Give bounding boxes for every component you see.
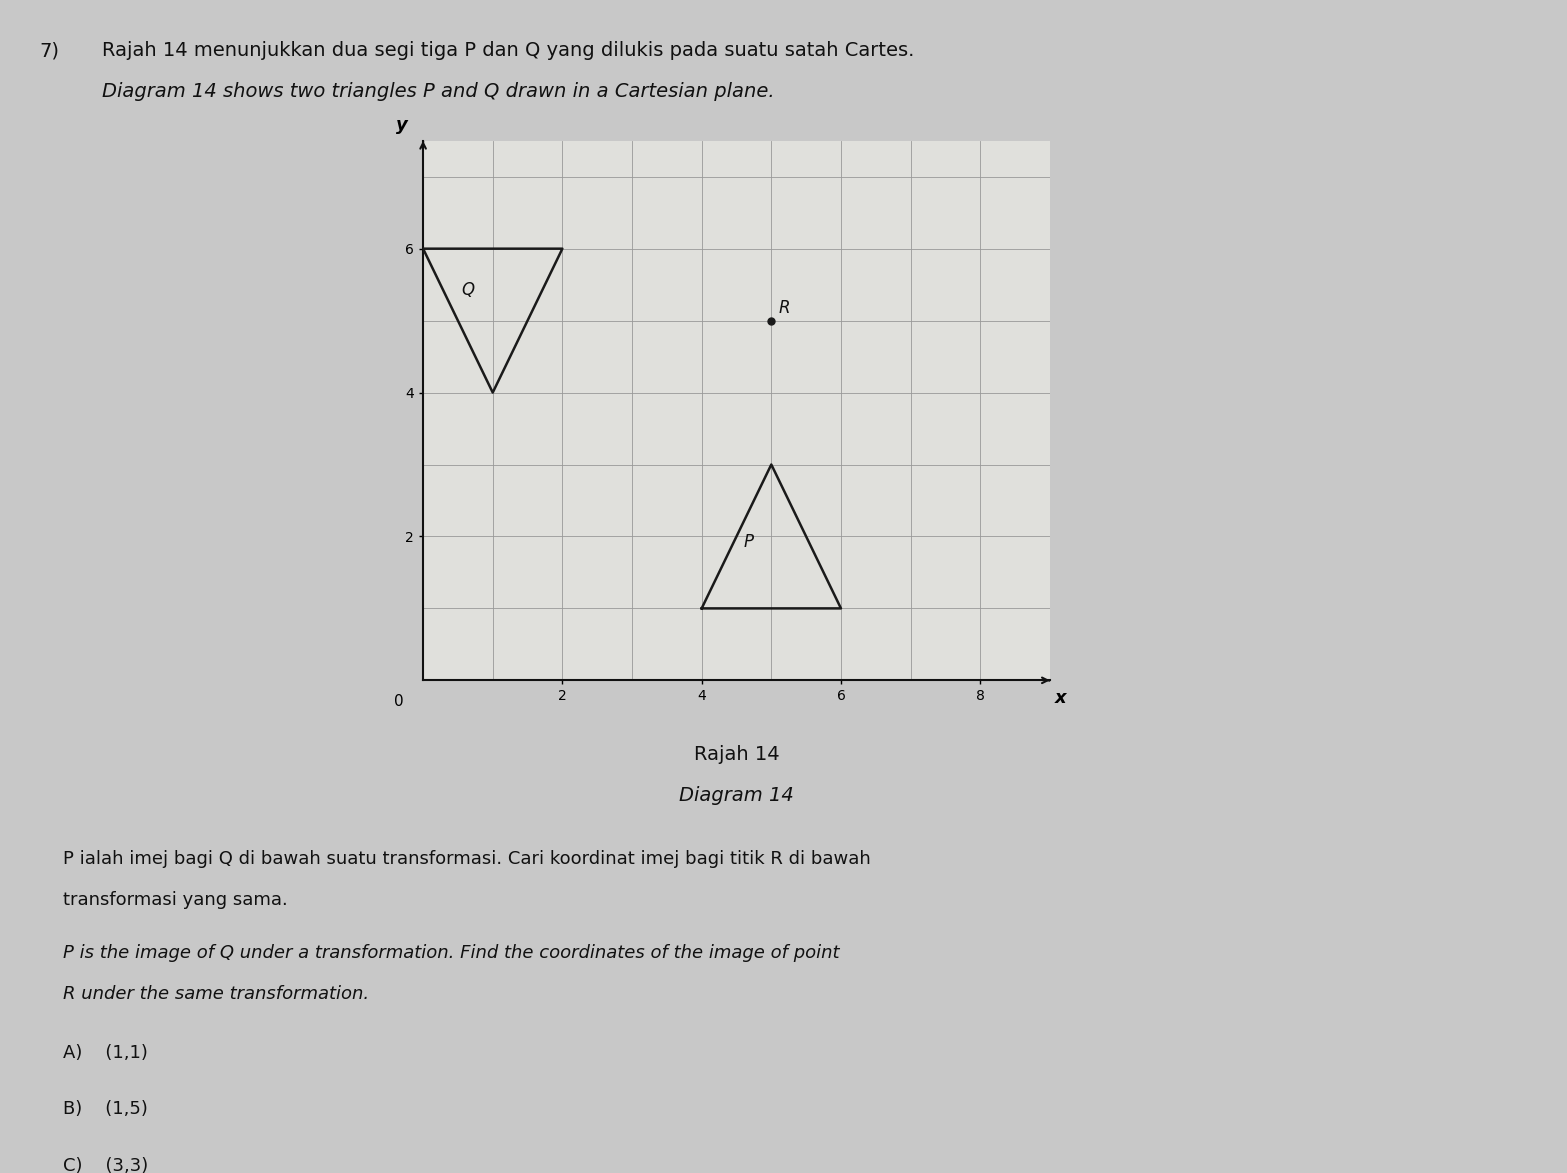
Text: P: P xyxy=(743,533,754,551)
Text: 0: 0 xyxy=(393,694,404,710)
Text: Diagram 14 shows two triangles P and Q drawn in a Cartesian plane.: Diagram 14 shows two triangles P and Q d… xyxy=(102,82,774,101)
Text: P ialah imej bagi Q di bawah suatu transformasi. Cari koordinat imej bagi titik : P ialah imej bagi Q di bawah suatu trans… xyxy=(63,850,870,868)
Text: Diagram 14: Diagram 14 xyxy=(679,786,794,805)
Text: transformasi yang sama.: transformasi yang sama. xyxy=(63,891,287,909)
Text: A)    (1,1): A) (1,1) xyxy=(63,1044,147,1062)
Text: P is the image of Q under a transformation. Find the coordinates of the image of: P is the image of Q under a transformati… xyxy=(63,944,840,962)
Text: x: x xyxy=(1055,690,1066,707)
Text: Rajah 14: Rajah 14 xyxy=(694,745,779,764)
Text: R under the same transformation.: R under the same transformation. xyxy=(63,985,368,1003)
Text: B)    (1,5): B) (1,5) xyxy=(63,1100,147,1118)
Text: R: R xyxy=(779,299,790,317)
Text: 7): 7) xyxy=(39,41,60,60)
Text: y: y xyxy=(396,116,407,134)
Text: C)    (3,3): C) (3,3) xyxy=(63,1157,147,1173)
Text: Q: Q xyxy=(461,282,475,299)
Text: Rajah 14 menunjukkan dua segi tiga P dan Q yang dilukis pada suatu satah Cartes.: Rajah 14 menunjukkan dua segi tiga P dan… xyxy=(102,41,914,60)
